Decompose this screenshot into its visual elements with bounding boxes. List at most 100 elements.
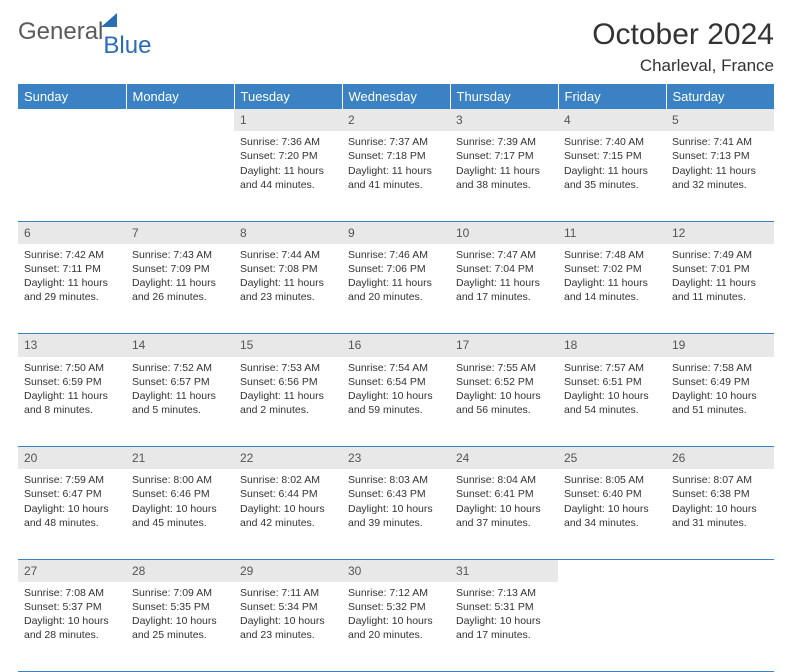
day-number: 31 [450,559,558,582]
daylight-text: and 42 minutes. [240,516,336,530]
sunset-text: Sunset: 6:56 PM [240,375,336,389]
daylight-text: and 14 minutes. [564,290,660,304]
day-cell: Sunrise: 7:42 AMSunset: 7:11 PMDaylight:… [18,244,126,334]
day-cell: Sunrise: 8:03 AMSunset: 6:43 PMDaylight:… [342,469,450,559]
daylight-text: Daylight: 11 hours [132,276,228,290]
sunset-text: Sunset: 5:37 PM [24,600,120,614]
daylight-text: and 48 minutes. [24,516,120,530]
sunset-text: Sunset: 6:54 PM [348,375,444,389]
day-number: 21 [126,447,234,470]
day-number: 2 [342,109,450,131]
logo: General Blue [18,18,151,46]
daylight-text: Daylight: 10 hours [456,502,552,516]
page-title: October 2024 [592,18,774,52]
daylight-text: and 41 minutes. [348,178,444,192]
sunset-text: Sunset: 7:06 PM [348,262,444,276]
header: General Blue October 2024 Charleval, Fra… [18,18,774,76]
daynum-row: 6789101112 [18,221,774,244]
sunrise-text: Sunrise: 7:43 AM [132,248,228,262]
daylight-text: and 20 minutes. [348,290,444,304]
daylight-text: Daylight: 11 hours [564,276,660,290]
day-number [126,109,234,131]
sunrise-text: Sunrise: 7:54 AM [348,361,444,375]
day-number [18,109,126,131]
day-cell: Sunrise: 8:07 AMSunset: 6:38 PMDaylight:… [666,469,774,559]
daylight-text: and 26 minutes. [132,290,228,304]
daylight-text: Daylight: 10 hours [564,389,660,403]
daylight-text: and 11 minutes. [672,290,768,304]
info-row: Sunrise: 7:42 AMSunset: 7:11 PMDaylight:… [18,244,774,334]
logo-word2: Blue [103,32,151,60]
info-row: Sunrise: 7:36 AMSunset: 7:20 PMDaylight:… [18,131,774,221]
day-number [558,559,666,582]
day-number: 26 [666,447,774,470]
sunset-text: Sunset: 5:35 PM [132,600,228,614]
day-cell: Sunrise: 8:00 AMSunset: 6:46 PMDaylight:… [126,469,234,559]
day-header: Friday [558,84,666,109]
daylight-text: and 28 minutes. [24,628,120,642]
day-header: Wednesday [342,84,450,109]
sunset-text: Sunset: 7:17 PM [456,149,552,163]
sunset-text: Sunset: 6:38 PM [672,487,768,501]
day-number: 22 [234,447,342,470]
info-row: Sunrise: 7:59 AMSunset: 6:47 PMDaylight:… [18,469,774,559]
day-cell: Sunrise: 8:05 AMSunset: 6:40 PMDaylight:… [558,469,666,559]
day-number: 14 [126,334,234,357]
sunset-text: Sunset: 6:57 PM [132,375,228,389]
daylight-text: and 32 minutes. [672,178,768,192]
day-header: Saturday [666,84,774,109]
daylight-text: and 51 minutes. [672,403,768,417]
sunrise-text: Sunrise: 7:08 AM [24,586,120,600]
day-cell: Sunrise: 7:44 AMSunset: 7:08 PMDaylight:… [234,244,342,334]
daylight-text: and 17 minutes. [456,628,552,642]
day-number: 15 [234,334,342,357]
daylight-text: Daylight: 10 hours [24,502,120,516]
sunrise-text: Sunrise: 7:40 AM [564,135,660,149]
daylight-text: Daylight: 11 hours [456,276,552,290]
sunrise-text: Sunrise: 7:58 AM [672,361,768,375]
sunset-text: Sunset: 7:20 PM [240,149,336,163]
day-number: 18 [558,334,666,357]
day-cell: Sunrise: 7:47 AMSunset: 7:04 PMDaylight:… [450,244,558,334]
day-number: 29 [234,559,342,582]
logo-word1: General [18,18,103,46]
sunrise-text: Sunrise: 7:46 AM [348,248,444,262]
day-number: 12 [666,221,774,244]
day-cell: Sunrise: 7:13 AMSunset: 5:31 PMDaylight:… [450,582,558,672]
day-number: 25 [558,447,666,470]
day-cell [126,131,234,221]
day-number [666,559,774,582]
sunset-text: Sunset: 6:51 PM [564,375,660,389]
daylight-text: Daylight: 10 hours [672,502,768,516]
day-number: 11 [558,221,666,244]
day-cell: Sunrise: 7:54 AMSunset: 6:54 PMDaylight:… [342,357,450,447]
sunrise-text: Sunrise: 7:53 AM [240,361,336,375]
day-number: 5 [666,109,774,131]
sunset-text: Sunset: 6:40 PM [564,487,660,501]
day-number: 13 [18,334,126,357]
day-number: 27 [18,559,126,582]
daylight-text: and 45 minutes. [132,516,228,530]
day-number: 9 [342,221,450,244]
daynum-row: 20212223242526 [18,447,774,470]
daylight-text: Daylight: 11 hours [348,276,444,290]
daynum-row: 2728293031 [18,559,774,582]
sunrise-text: Sunrise: 7:50 AM [24,361,120,375]
info-row: Sunrise: 7:50 AMSunset: 6:59 PMDaylight:… [18,357,774,447]
sunset-text: Sunset: 5:31 PM [456,600,552,614]
sunrise-text: Sunrise: 8:05 AM [564,473,660,487]
day-cell: Sunrise: 7:40 AMSunset: 7:15 PMDaylight:… [558,131,666,221]
sunset-text: Sunset: 6:43 PM [348,487,444,501]
daylight-text: Daylight: 10 hours [564,502,660,516]
daylight-text: and 17 minutes. [456,290,552,304]
day-cell: Sunrise: 7:49 AMSunset: 7:01 PMDaylight:… [666,244,774,334]
day-cell: Sunrise: 7:12 AMSunset: 5:32 PMDaylight:… [342,582,450,672]
daylight-text: and 31 minutes. [672,516,768,530]
daylight-text: Daylight: 10 hours [132,614,228,628]
daylight-text: Daylight: 11 hours [456,164,552,178]
daylight-text: and 23 minutes. [240,628,336,642]
day-cell: Sunrise: 7:59 AMSunset: 6:47 PMDaylight:… [18,469,126,559]
sunrise-text: Sunrise: 7:11 AM [240,586,336,600]
sunset-text: Sunset: 6:46 PM [132,487,228,501]
daylight-text: and 8 minutes. [24,403,120,417]
